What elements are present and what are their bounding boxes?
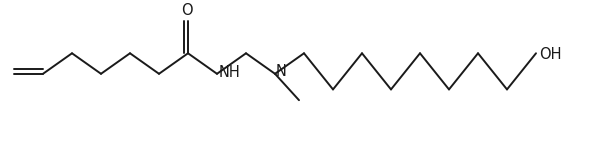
Text: NH: NH (219, 65, 241, 80)
Text: N: N (276, 64, 287, 79)
Text: O: O (181, 3, 193, 18)
Text: OH: OH (539, 47, 561, 62)
